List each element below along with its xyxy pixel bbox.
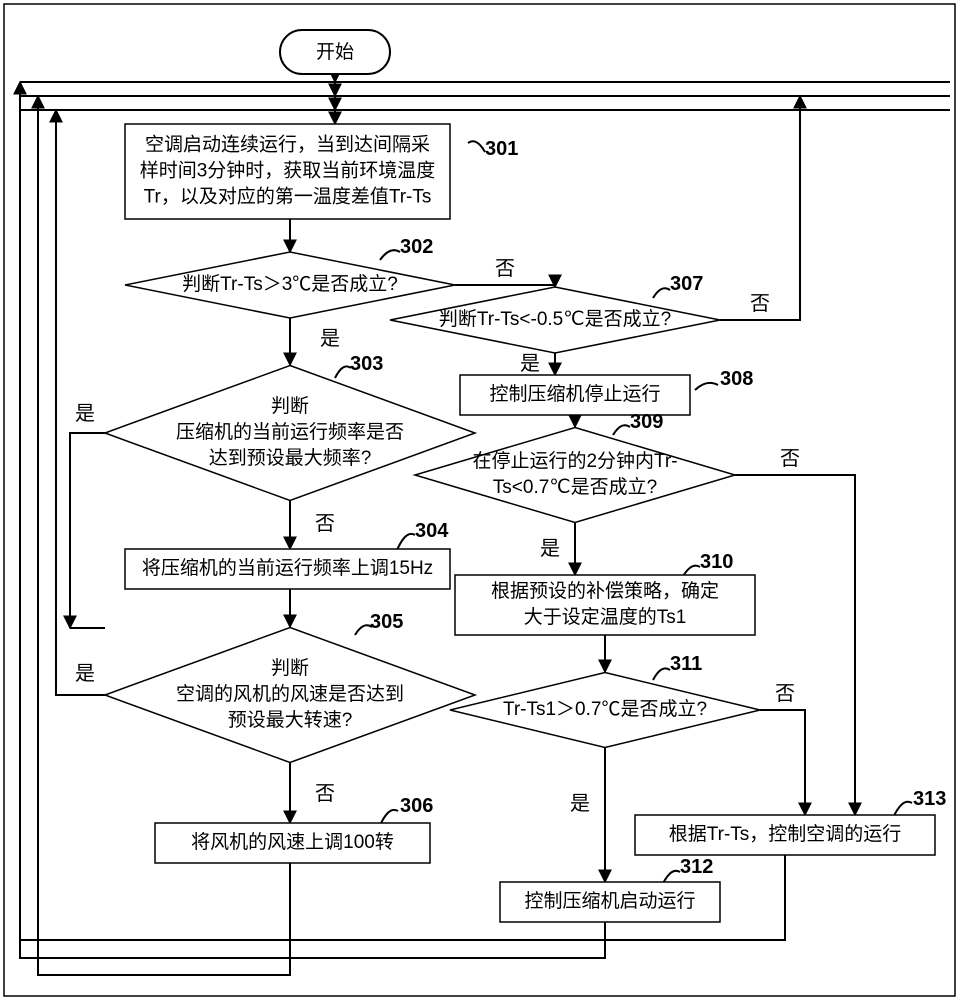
svg-text:根据预设的补偿策略，确定: 根据预设的补偿策略，确定 (491, 580, 719, 602)
node-n312: 控制压缩机启动运行 (500, 882, 720, 922)
svg-text:样时间3分钟时，获取当前环境温度: 样时间3分钟时，获取当前环境温度 (140, 160, 436, 182)
edge-label-10: 是 (75, 403, 95, 425)
tag-307: 307 (670, 273, 703, 295)
edge-label-16: 否 (750, 293, 770, 315)
tag-311: 311 (670, 653, 702, 675)
svg-text:判断Tr-Ts<-0.5℃是否成立?: 判断Tr-Ts<-0.5℃是否成立? (439, 308, 671, 330)
edge-label-20: 是 (540, 538, 560, 560)
edge-label-23: 是 (570, 793, 590, 815)
tag-309: 309 (630, 411, 663, 433)
node-n307: 判断Tr-Ts<-0.5℃是否成立? (390, 287, 720, 353)
svg-text:将压缩机的当前运行频率上调15Hz: 将压缩机的当前运行频率上调15Hz (142, 557, 433, 579)
edge-label-8: 是 (320, 328, 340, 350)
node-n306: 将风机的风速上调100转 (155, 823, 430, 863)
edge-label-17: 是 (520, 353, 540, 375)
tag-313: 313 (913, 788, 946, 810)
svg-text:判断: 判断 (271, 395, 309, 417)
svg-text:控制压缩机启动运行: 控制压缩机启动运行 (524, 890, 695, 912)
node-n311: Tr-Ts1＞0.7℃是否成立? (450, 673, 760, 748)
edge-label-11: 否 (315, 513, 335, 535)
svg-text:预设最大转速?: 预设最大转速? (228, 709, 353, 731)
svg-text:Tr-Ts1＞0.7℃是否成立?: Tr-Ts1＞0.7℃是否成立? (503, 698, 707, 720)
edge-10 (70, 433, 105, 628)
edge-label-22: 否 (775, 683, 795, 705)
edge-label-14: 是 (75, 663, 95, 685)
tag-306: 306 (400, 795, 433, 817)
edge-22 (760, 710, 805, 815)
node-n308: 控制压缩机停止运行 (460, 375, 690, 415)
tag-302: 302 (400, 236, 433, 258)
svg-text:判断Tr-Ts＞3℃是否成立?: 判断Tr-Ts＞3℃是否成立? (182, 273, 398, 295)
tag-308: 308 (720, 368, 753, 390)
svg-text:在停止运行的2分钟内Tr-: 在停止运行的2分钟内Tr- (472, 450, 677, 472)
edge-16 (720, 96, 800, 320)
tag-305: 305 (370, 611, 403, 633)
edge-label-9: 否 (495, 258, 515, 280)
svg-text:判断: 判断 (271, 657, 309, 679)
edge-19 (735, 475, 855, 815)
edge-label-19: 否 (780, 448, 800, 470)
node-n313: 根据Tr-Ts，控制空调的运行 (635, 815, 935, 855)
tag-303: 303 (350, 353, 383, 375)
flowchart: 是否是否是否否是否是否是 开始空调启动连续运行，当到达间隔采样时间3分钟时，获取… (0, 0, 959, 1000)
svg-text:空调的风机的风速是否达到: 空调的风机的风速是否达到 (176, 683, 404, 705)
svg-text:压缩机的当前运行频率是否: 压缩机的当前运行频率是否 (176, 421, 404, 443)
svg-text:空调启动连续运行，当到达间隔采: 空调启动连续运行，当到达间隔采 (145, 134, 430, 156)
node-n309: 在停止运行的2分钟内Tr- Ts<0.7℃是否成立? (415, 428, 735, 523)
svg-text:达到预设最大频率?: 达到预设最大频率? (209, 447, 372, 469)
svg-text:将风机的风速上调100转: 将风机的风速上调100转 (191, 831, 394, 853)
node-n304: 将压缩机的当前运行频率上调15Hz (125, 549, 450, 589)
svg-text:Tr，以及对应的第一温度差值Tr-Ts: Tr，以及对应的第一温度差值Tr-Ts (144, 186, 432, 208)
svg-text:控制压缩机停止运行: 控制压缩机停止运行 (489, 383, 660, 405)
node-n303: 判断压缩机的当前运行频率是否达到预设最大频率? (105, 366, 475, 501)
svg-text:Ts<0.7℃是否成立?: Ts<0.7℃是否成立? (493, 476, 657, 498)
node-n302: 判断Tr-Ts＞3℃是否成立? (125, 252, 455, 318)
edge-9 (455, 285, 555, 287)
tag-labels: 301 302 303 304 305 306 307 308 309 310 311 312 313 (350, 138, 946, 878)
tag-304: 304 (415, 520, 449, 542)
edge-label-15: 否 (315, 783, 335, 805)
svg-text:根据Tr-Ts，控制空调的运行: 根据Tr-Ts，控制空调的运行 (669, 823, 902, 845)
tag-301: 301 (485, 138, 518, 160)
svg-text:大于设定温度的Ts1: 大于设定温度的Ts1 (524, 606, 687, 628)
tag-312: 312 (680, 856, 713, 878)
svg-text:开始: 开始 (316, 41, 354, 63)
node-n305: 判断空调的风机的风速是否达到预设最大转速? (105, 628, 475, 763)
node-n310: 根据预设的补偿策略，确定大于设定温度的Ts1 (455, 575, 755, 635)
tag-310: 310 (700, 551, 733, 573)
node-n301: 空调启动连续运行，当到达间隔采样时间3分钟时，获取当前环境温度 Tr，以及对应的第… (125, 124, 450, 219)
